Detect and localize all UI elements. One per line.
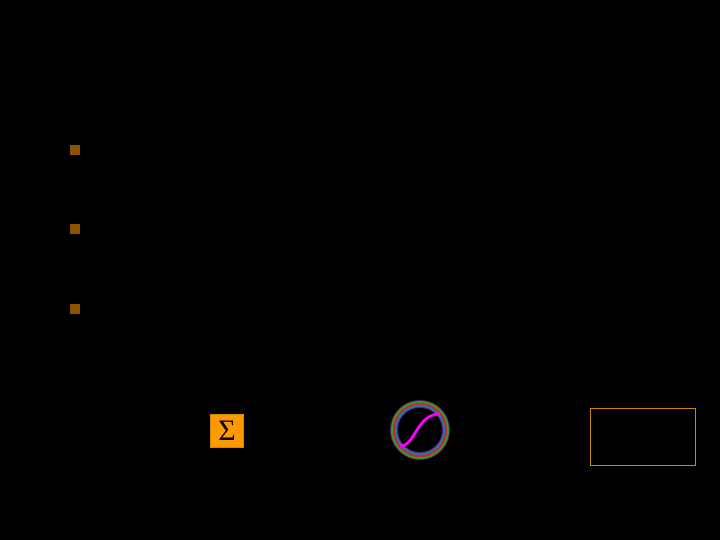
sigma-symbol: Σ xyxy=(218,414,235,448)
slide-title: How Do Neural Networks Compute? xyxy=(0,30,720,64)
slide: How Do Neural Networks Compute? Activati… xyxy=(0,0,720,540)
activation-function-label: Activation Function xyxy=(372,480,456,526)
bullet-text: Activation = the final value of a partic… xyxy=(98,135,602,166)
bullet-list: Activation = the final value of a partic… xyxy=(70,135,670,325)
bullet-item: Activation = the final value of a partic… xyxy=(70,135,670,166)
bullet-square-icon xyxy=(70,145,80,155)
bullet-text: Calculated by adding inputs and bias xyxy=(98,214,507,245)
bullet-square-icon xyxy=(70,224,80,234)
bullet-item: Activation function xyxy=(70,294,670,325)
weight-label-w1: W 1 xyxy=(88,368,118,389)
neuron-diagram: W 1 W 2 W 3 Bias Σ Net Input Activation … xyxy=(0,360,720,540)
sigma-box: Σ xyxy=(210,414,244,448)
final-activation-box: Final Activation xyxy=(590,408,696,466)
weight-label-w2: W 2 xyxy=(88,420,118,441)
bullet-item: Calculated by adding inputs and bias xyxy=(70,214,670,245)
bullet-square-icon xyxy=(70,304,80,314)
weight-label-w3: W 3 xyxy=(88,468,118,489)
net-input-label: Net Input xyxy=(180,466,256,489)
bullet-text: Activation function xyxy=(98,294,301,325)
bias-label: Bias xyxy=(210,366,246,389)
